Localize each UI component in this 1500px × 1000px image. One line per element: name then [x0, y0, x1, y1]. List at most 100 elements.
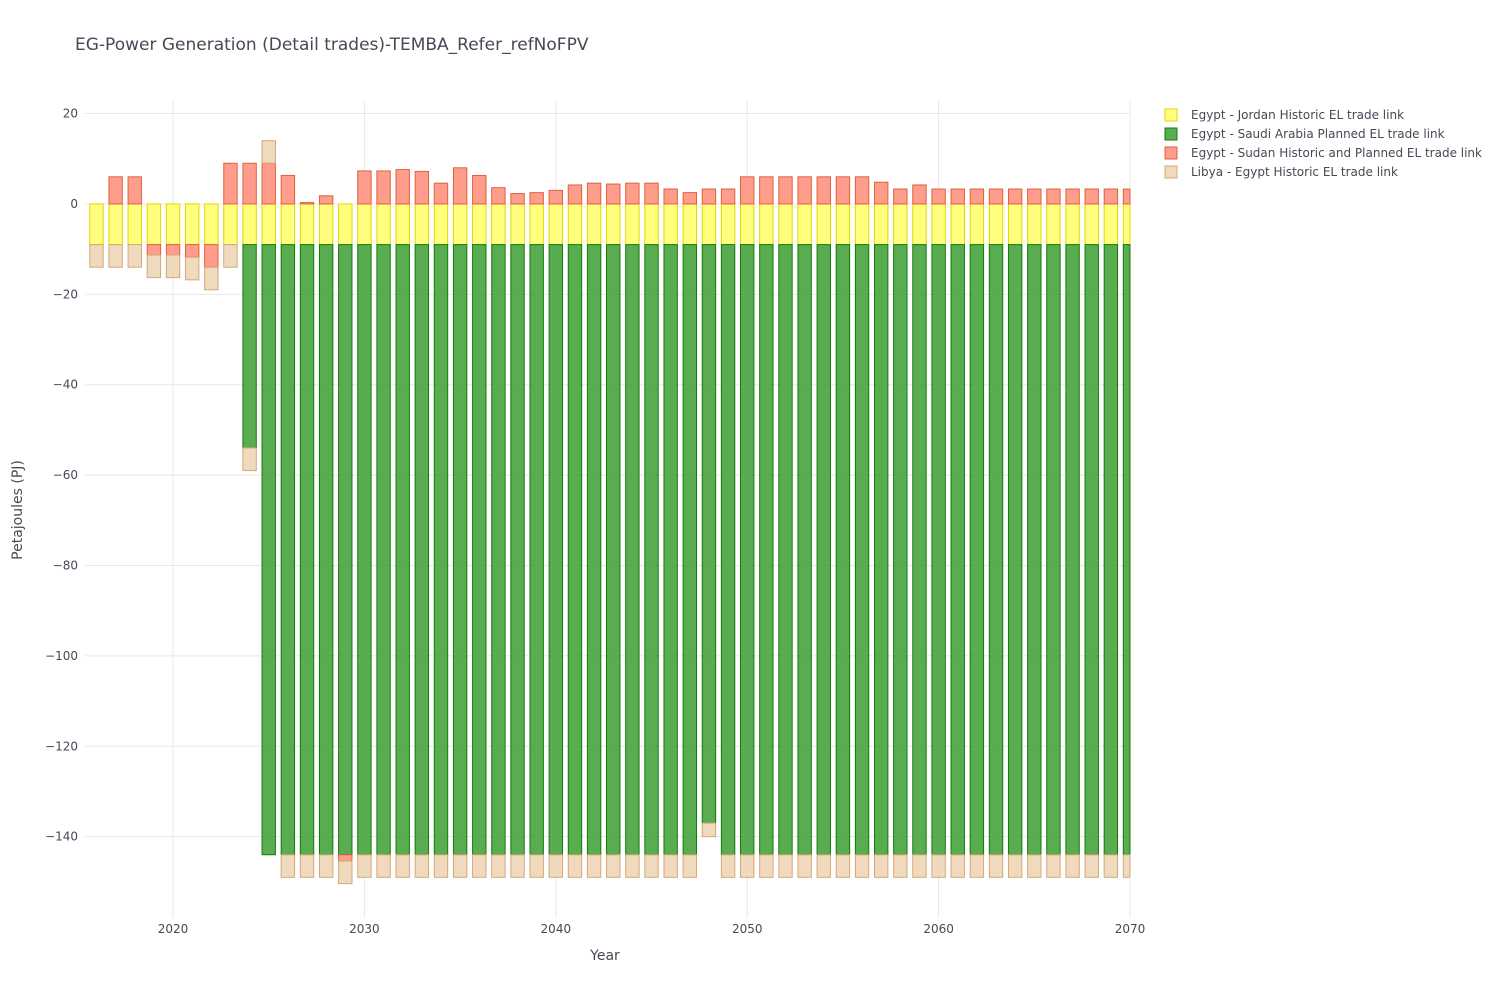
- bar-series-1[interactable]: [778, 244, 793, 856]
- bar-series-0[interactable]: [165, 203, 181, 246]
- bar-series-2[interactable]: [108, 176, 123, 205]
- bar-series-0[interactable]: [376, 203, 391, 246]
- legend-swatch[interactable]: [1164, 165, 1178, 179]
- bar-series-3[interactable]: [816, 854, 831, 878]
- bar-series-1[interactable]: [720, 244, 736, 856]
- bar-series-1[interactable]: [395, 244, 410, 856]
- bar-series-0[interactable]: [414, 203, 430, 246]
- bar-series-1[interactable]: [261, 244, 276, 856]
- bar-series-0[interactable]: [395, 203, 410, 246]
- bar-series-0[interactable]: [1103, 203, 1119, 246]
- bar-series-0[interactable]: [854, 203, 870, 246]
- bar-series-1[interactable]: [816, 244, 831, 856]
- bar-series-2[interactable]: [854, 176, 870, 205]
- bar-series-1[interactable]: [414, 244, 430, 856]
- bar-series-3[interactable]: [1084, 854, 1099, 878]
- bar-series-0[interactable]: [720, 203, 736, 246]
- bar-series-2[interactable]: [452, 167, 468, 205]
- bar-series-1[interactable]: [280, 244, 296, 856]
- bar-series-1[interactable]: [835, 244, 851, 856]
- legend-item-label[interactable]: Libya - Egypt Historic EL trade link: [1191, 165, 1398, 179]
- legend[interactable]: Egypt - Jordan Historic EL trade link Egy…: [1164, 108, 1482, 179]
- bar-series-0[interactable]: [472, 203, 487, 246]
- bar-series-0[interactable]: [797, 203, 812, 246]
- bar-series-0[interactable]: [433, 203, 449, 246]
- legend-item-label[interactable]: Egypt - Saudi Arabia Planned EL trade li…: [1191, 127, 1445, 141]
- bar-series-0[interactable]: [89, 203, 104, 246]
- bar-series-3[interactable]: [854, 854, 870, 878]
- bar-series-0[interactable]: [759, 203, 774, 246]
- bar-series-3[interactable]: [586, 854, 602, 878]
- bar-series-1[interactable]: [1046, 244, 1061, 856]
- bar-series-0[interactable]: [184, 203, 200, 246]
- bar-series-0[interactable]: [1065, 203, 1080, 246]
- bar-series-2[interactable]: [873, 181, 889, 205]
- bar-series-2[interactable]: [931, 188, 946, 205]
- bar-series-3[interactable]: [357, 854, 372, 878]
- bar-series-1[interactable]: [701, 244, 717, 824]
- bar-series-0[interactable]: [873, 203, 889, 246]
- bar-series-3[interactable]: [491, 854, 506, 878]
- bar-series-2[interactable]: [204, 244, 219, 268]
- bar-series-3[interactable]: [204, 266, 219, 291]
- bar-series-0[interactable]: [1046, 203, 1061, 246]
- bar-series-0[interactable]: [950, 203, 965, 246]
- bar-series-2[interactable]: [720, 188, 736, 205]
- bar-series-1[interactable]: [586, 244, 602, 856]
- bar-series-2[interactable]: [318, 195, 334, 205]
- legend-swatch[interactable]: [1164, 108, 1178, 122]
- bar-series-1[interactable]: [548, 244, 564, 856]
- bar-series-2[interactable]: [529, 192, 544, 205]
- bar-series-2[interactable]: [912, 184, 927, 205]
- bar-series-2[interactable]: [1122, 188, 1131, 205]
- bar-series-1[interactable]: [950, 244, 965, 856]
- bar-series-3[interactable]: [740, 854, 755, 878]
- bar-series-2[interactable]: [510, 193, 525, 205]
- bar-series-1[interactable]: [969, 244, 985, 856]
- bar-series-0[interactable]: [338, 203, 353, 246]
- bar-series-0[interactable]: [242, 203, 257, 246]
- bar-series-2[interactable]: [644, 182, 659, 205]
- bar-series-2[interactable]: [740, 176, 755, 205]
- bar-series-2[interactable]: [261, 162, 276, 205]
- bar-series-1[interactable]: [472, 244, 487, 856]
- bar-series-2[interactable]: [682, 192, 697, 205]
- bar-series-0[interactable]: [452, 203, 468, 246]
- bar-series-2[interactable]: [586, 182, 602, 205]
- bar-series-1[interactable]: [1007, 244, 1023, 856]
- bar-series-3[interactable]: [1046, 854, 1061, 878]
- bar-series-1[interactable]: [491, 244, 506, 856]
- bar-series-2[interactable]: [414, 170, 430, 205]
- bar-series-0[interactable]: [816, 203, 831, 246]
- bar-series-3[interactable]: [510, 854, 525, 878]
- bar-series-1[interactable]: [318, 244, 334, 856]
- bar-series-3[interactable]: [165, 254, 181, 279]
- bar-series-3[interactable]: [395, 854, 410, 878]
- bar-series-3[interactable]: [931, 854, 946, 878]
- bar-series-3[interactable]: [127, 244, 142, 268]
- bar-series-3[interactable]: [108, 244, 123, 268]
- bar-series-0[interactable]: [988, 203, 1004, 246]
- bar-series-0[interactable]: [644, 203, 659, 246]
- bar-series-3[interactable]: [835, 854, 851, 878]
- bar-series-0[interactable]: [127, 203, 142, 246]
- bar-series-3[interactable]: [663, 854, 678, 878]
- bar-series-3[interactable]: [280, 854, 296, 878]
- bar-series-1[interactable]: [567, 244, 583, 856]
- bar-series-0[interactable]: [625, 203, 640, 246]
- bar-series-1[interactable]: [338, 244, 353, 856]
- bar-series-2[interactable]: [759, 176, 774, 205]
- bar-series-3[interactable]: [893, 854, 908, 878]
- bar-series-2[interactable]: [1027, 188, 1042, 205]
- bar-series-2[interactable]: [299, 202, 315, 205]
- bar-series-2[interactable]: [395, 169, 410, 205]
- bar-series-3[interactable]: [1122, 854, 1131, 878]
- legend-swatch[interactable]: [1164, 146, 1178, 160]
- bar-series-3[interactable]: [414, 854, 430, 878]
- bar-series-1[interactable]: [912, 244, 927, 856]
- bar-series-0[interactable]: [1084, 203, 1099, 246]
- legend-swatch[interactable]: [1164, 127, 1178, 141]
- bar-series-3[interactable]: [472, 854, 487, 878]
- bar-series-3[interactable]: [950, 854, 965, 878]
- bar-series-0[interactable]: [204, 203, 219, 246]
